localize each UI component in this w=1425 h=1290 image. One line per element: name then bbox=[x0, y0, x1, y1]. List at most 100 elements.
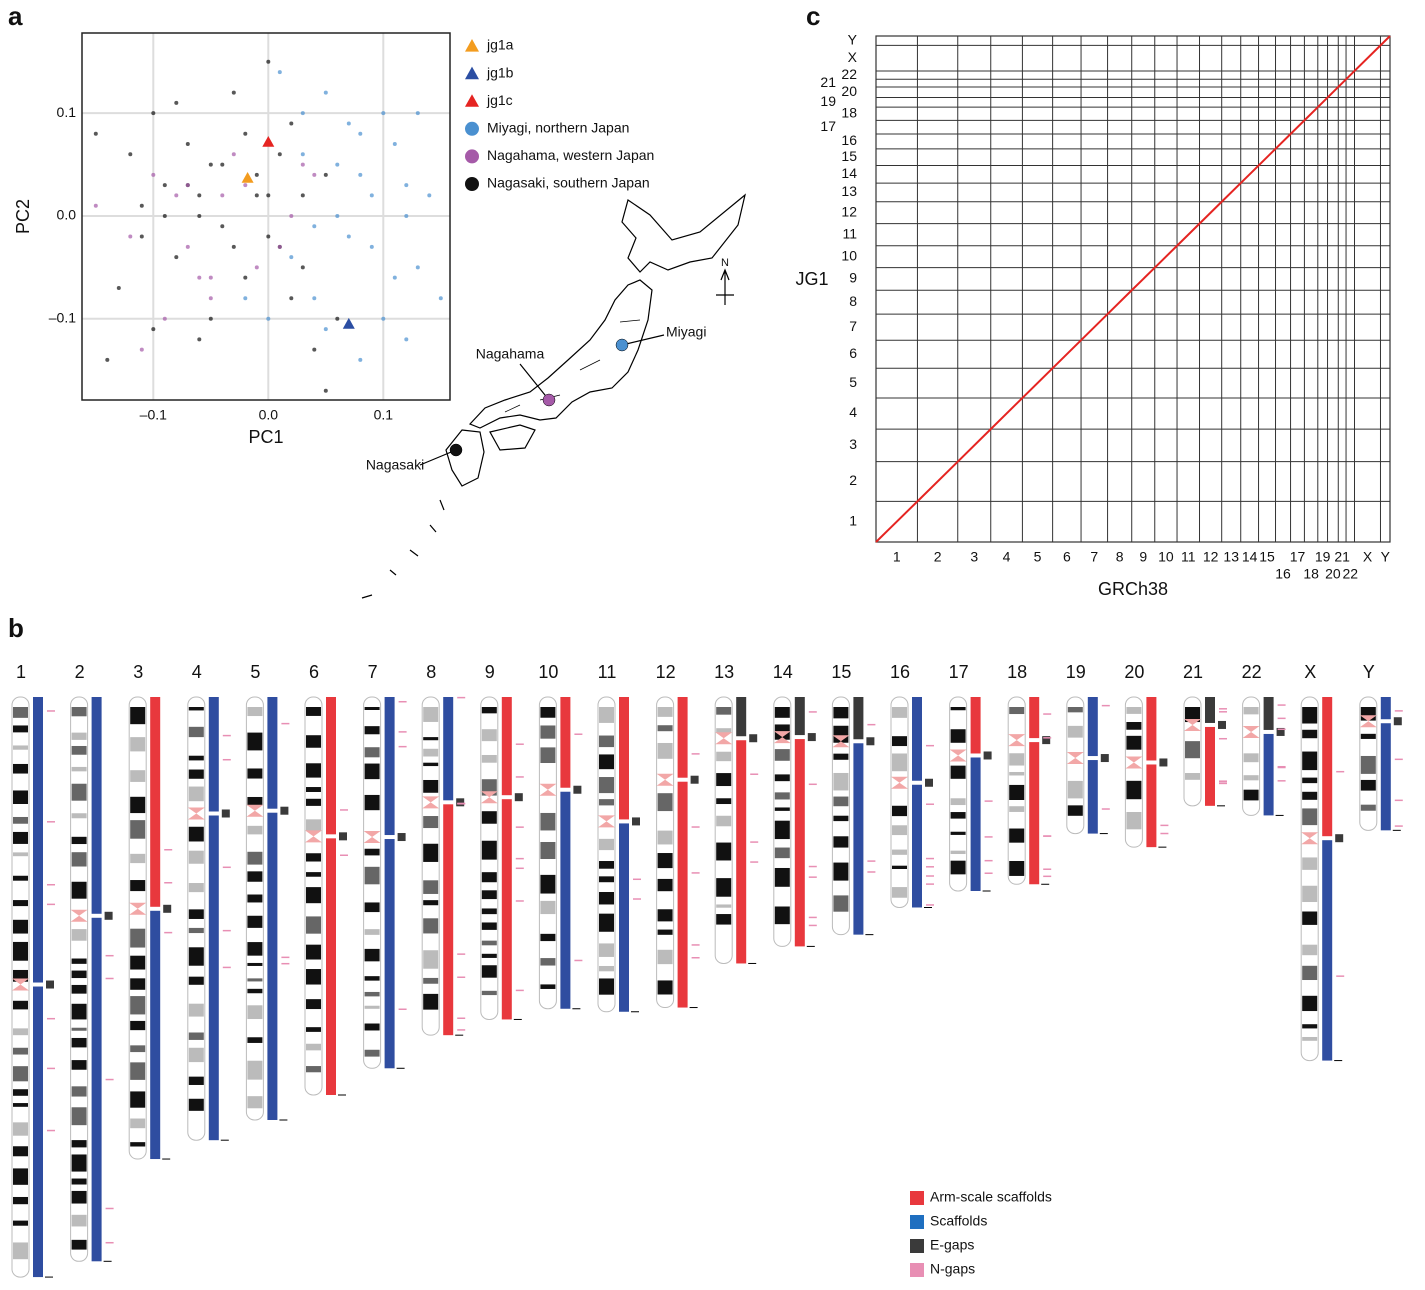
e-gap bbox=[515, 793, 523, 801]
point bbox=[94, 204, 98, 208]
alignment bbox=[958, 429, 991, 462]
band bbox=[775, 749, 790, 761]
x-tick-label: 16 bbox=[1275, 566, 1291, 582]
band bbox=[1244, 790, 1259, 801]
point bbox=[335, 317, 339, 321]
scaffold bbox=[736, 740, 746, 963]
band bbox=[130, 1021, 145, 1030]
band bbox=[189, 756, 204, 761]
band bbox=[72, 1028, 87, 1031]
chromosome-label: X bbox=[1304, 662, 1316, 682]
point bbox=[289, 214, 293, 218]
band bbox=[423, 707, 438, 722]
band bbox=[1126, 812, 1141, 829]
y-tick-label: 22 bbox=[841, 66, 857, 82]
band bbox=[247, 826, 262, 835]
band bbox=[72, 971, 87, 978]
chromosome bbox=[129, 697, 146, 1159]
point bbox=[393, 276, 397, 280]
chromosome-label: 12 bbox=[656, 662, 676, 682]
band bbox=[13, 1197, 28, 1204]
y-tick-label: 10 bbox=[841, 247, 857, 263]
e-gap bbox=[1394, 717, 1402, 725]
band bbox=[1361, 756, 1376, 774]
band bbox=[13, 1168, 28, 1184]
scaffold bbox=[853, 697, 863, 739]
band bbox=[599, 707, 614, 723]
band bbox=[833, 754, 848, 760]
scaffold bbox=[1088, 760, 1098, 834]
scaffold bbox=[1205, 697, 1215, 723]
band bbox=[423, 918, 438, 933]
band bbox=[482, 755, 497, 763]
band bbox=[482, 707, 497, 713]
chromosome-label: 7 bbox=[368, 662, 378, 682]
band bbox=[365, 949, 380, 961]
alignment bbox=[991, 398, 1023, 429]
band bbox=[365, 726, 380, 734]
band bbox=[1009, 861, 1024, 876]
legend-label: Scaffolds bbox=[930, 1213, 987, 1229]
band bbox=[72, 1154, 87, 1171]
band bbox=[130, 820, 145, 839]
band bbox=[306, 916, 321, 933]
band bbox=[13, 725, 28, 732]
band bbox=[1302, 912, 1317, 925]
chromosome-label: 22 bbox=[1242, 662, 1262, 682]
band bbox=[72, 1107, 87, 1125]
band bbox=[540, 813, 555, 831]
band bbox=[247, 989, 262, 993]
point bbox=[358, 358, 362, 362]
band bbox=[540, 725, 555, 738]
chromosome bbox=[246, 697, 263, 1120]
band bbox=[833, 773, 848, 790]
point bbox=[335, 214, 339, 218]
point bbox=[266, 60, 270, 64]
band bbox=[72, 1140, 87, 1147]
point bbox=[186, 183, 190, 187]
y-tick-label: 21 bbox=[820, 74, 836, 90]
legend-label: N-gaps bbox=[930, 1261, 975, 1277]
band bbox=[189, 787, 204, 802]
y-tick-label: 0.0 bbox=[57, 207, 77, 223]
e-gap bbox=[222, 810, 230, 818]
band bbox=[306, 945, 321, 960]
band bbox=[716, 707, 731, 715]
scaffold bbox=[1029, 697, 1039, 738]
band bbox=[658, 909, 673, 921]
band bbox=[1009, 707, 1024, 714]
band bbox=[1126, 736, 1141, 750]
band bbox=[247, 768, 262, 778]
y-tick-label: 20 bbox=[841, 83, 857, 99]
band bbox=[1302, 707, 1317, 724]
band bbox=[365, 1024, 380, 1031]
y-tick-label: 8 bbox=[849, 293, 857, 309]
alignment bbox=[876, 501, 917, 542]
point bbox=[278, 152, 282, 156]
scaffold bbox=[209, 697, 219, 812]
band bbox=[892, 825, 907, 835]
e-gap bbox=[925, 779, 933, 787]
band bbox=[247, 916, 262, 928]
alignment bbox=[1355, 45, 1381, 71]
alignment bbox=[1380, 36, 1390, 45]
band bbox=[599, 839, 614, 850]
band bbox=[13, 1028, 28, 1035]
e-gap bbox=[632, 817, 640, 825]
x-tick-label: 17 bbox=[1290, 549, 1306, 565]
scaffold bbox=[560, 792, 570, 1009]
band bbox=[482, 991, 497, 995]
band bbox=[658, 793, 673, 811]
band bbox=[72, 746, 87, 755]
point bbox=[347, 121, 351, 125]
point bbox=[220, 224, 224, 228]
band bbox=[599, 799, 614, 805]
point bbox=[117, 286, 121, 290]
band bbox=[306, 887, 321, 903]
band bbox=[1361, 734, 1376, 739]
band bbox=[1009, 772, 1024, 775]
band bbox=[716, 752, 731, 761]
band bbox=[247, 733, 262, 751]
band bbox=[306, 1027, 321, 1032]
point bbox=[301, 193, 305, 197]
